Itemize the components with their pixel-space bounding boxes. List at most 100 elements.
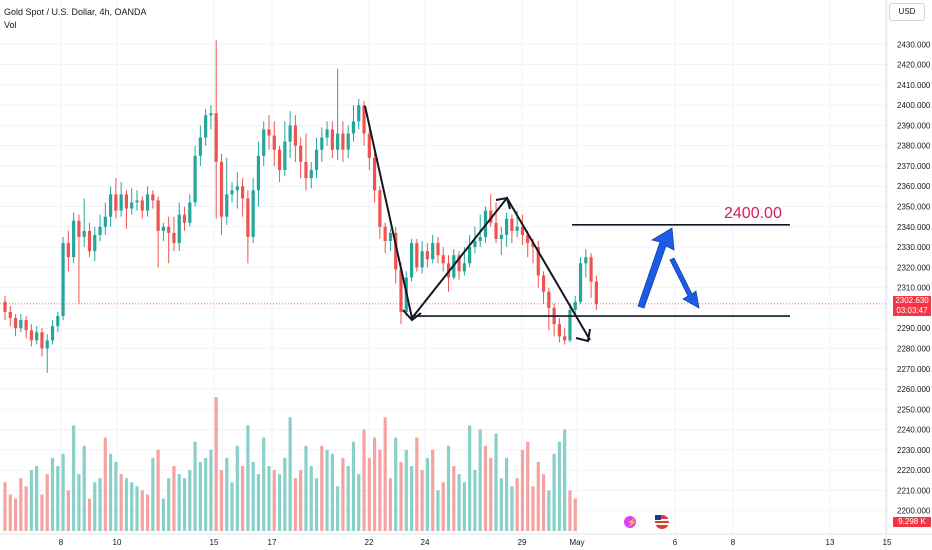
volume-bar <box>45 474 49 531</box>
price-tick-label: 2270.000 <box>897 365 931 374</box>
candle <box>277 149 282 171</box>
volume-bar <box>193 441 197 531</box>
price-tick-label: 2390.000 <box>897 121 931 130</box>
volume-bar <box>182 478 187 531</box>
price-tick-label: 2350.000 <box>897 203 931 212</box>
candle <box>230 190 234 195</box>
currency-button[interactable]: USD <box>889 3 925 21</box>
volume-bar <box>483 445 488 531</box>
dividend-event-icon[interactable] <box>624 516 636 528</box>
candle <box>182 214 187 223</box>
price-tick-label: 2320.000 <box>897 263 931 272</box>
volume-bar <box>256 474 261 531</box>
candle <box>378 190 382 227</box>
volume-bar <box>489 457 493 531</box>
volume-bar <box>114 461 118 531</box>
volume-bar <box>452 466 456 531</box>
candle <box>124 194 129 209</box>
candle <box>93 234 97 252</box>
volume-bar <box>568 490 572 531</box>
event-icons[interactable]: ⚡ <box>624 515 669 529</box>
volume-bar <box>135 486 139 531</box>
volume-bar <box>457 474 461 531</box>
volume-bar <box>557 441 561 531</box>
candle <box>204 115 208 138</box>
candle <box>309 170 313 179</box>
flag-canton-icon <box>655 515 661 520</box>
volume-bar <box>246 425 250 531</box>
candle <box>494 222 498 239</box>
volume-bar <box>151 457 155 531</box>
volume-bar <box>56 466 60 531</box>
price-tick-label: 2430.000 <box>897 40 931 49</box>
volume-bar <box>103 437 107 531</box>
volume-bar <box>225 457 229 531</box>
volume-bar <box>505 457 509 531</box>
bullish-arrow-icon <box>637 227 675 309</box>
volume-bar <box>93 482 97 531</box>
candle <box>262 129 266 156</box>
candle <box>568 309 572 341</box>
time-tick-label: May <box>569 538 584 547</box>
drawings-layer <box>364 105 790 343</box>
volume-bar <box>515 478 519 531</box>
time-tick-label: 13 <box>826 538 835 547</box>
price-tick-label: 2230.000 <box>897 446 931 455</box>
volume-bar <box>299 470 303 531</box>
volume-bar <box>177 474 181 531</box>
candle <box>225 194 229 217</box>
candle <box>468 247 472 264</box>
volume-bar <box>188 470 192 531</box>
volume-bar <box>66 490 70 531</box>
volume-bar <box>214 397 218 531</box>
chart-legend[interactable]: Gold Spot / U.S. Dollar, 4h, OANDA Vol <box>4 6 147 32</box>
time-tick-label: 15 <box>210 538 219 547</box>
price-tick-label: 2260.000 <box>897 385 931 394</box>
price-tick-label: 2210.000 <box>897 486 931 495</box>
candle <box>72 220 76 258</box>
candle <box>40 332 44 349</box>
volume-bar <box>61 453 65 531</box>
volume-bar <box>425 457 429 531</box>
volume-bar <box>8 494 12 531</box>
candle <box>29 330 33 341</box>
price-axis[interactable]: 2200.000 2210.000 2220.000 2230.000 2240.000… <box>885 0 931 550</box>
bar-countdown: 03:03:47 <box>893 306 931 316</box>
candle <box>283 141 287 171</box>
candle <box>394 232 398 270</box>
volume-bar <box>320 445 324 531</box>
price-tick-label: 2200.000 <box>897 507 931 516</box>
price-tick-label: 2400.000 <box>897 101 931 110</box>
price-tick-label: 2220.000 <box>897 466 931 475</box>
volume-bar <box>82 445 86 531</box>
candle <box>557 324 561 337</box>
volume-bar <box>19 478 23 531</box>
candle <box>584 257 588 264</box>
lightning-icon: ⚡ <box>627 517 637 527</box>
time-tick-label: 8 <box>59 538 64 547</box>
volume-indicator-label[interactable]: Vol <box>4 20 17 30</box>
price-tick-label: 2290.000 <box>897 324 931 333</box>
time-axis[interactable]: 8 10 15 17 22 24 29 May 6 8 13 15 <box>0 533 932 547</box>
volume-bar <box>541 474 546 531</box>
candle <box>45 340 49 349</box>
volume-bar <box>309 466 313 531</box>
candle <box>103 216 107 227</box>
candle <box>188 202 192 223</box>
price-tick-label: 2370.000 <box>897 162 931 171</box>
symbol-title[interactable]: Gold Spot / U.S. Dollar, 4h, OANDA <box>4 7 147 17</box>
volume-bar <box>24 486 28 531</box>
candle <box>214 113 218 162</box>
candle <box>457 255 461 272</box>
price-tick-label: 2310.000 <box>897 284 931 293</box>
volume-bar <box>130 482 134 531</box>
candle <box>98 226 102 235</box>
volume-bar <box>388 478 393 531</box>
volume-bar <box>394 437 398 531</box>
candle <box>246 198 250 237</box>
volume-bar <box>378 449 382 531</box>
price-tick-label: 2250.000 <box>897 405 931 414</box>
volume-bar <box>478 429 482 531</box>
volume-bar <box>283 457 287 531</box>
